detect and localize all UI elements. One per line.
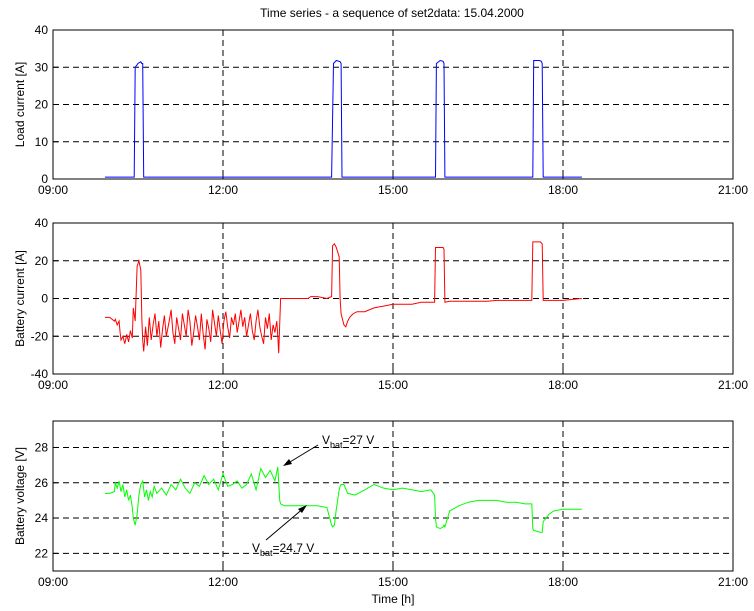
series-line-battery-current [104, 241, 582, 354]
annotation-27v-sub: bat [330, 440, 343, 450]
y-tick-label: 0 [41, 292, 48, 306]
y-ticks-battery-current: -40 -20 0 20 40 [31, 216, 58, 381]
panel-load-current: 0 10 20 30 40 09:00 12:00 15:00 18:00 21:00 Load… [13, 23, 748, 197]
x-tick-label: 12:00 [208, 378, 238, 392]
x-tick-label: 18:00 [548, 575, 578, 589]
y-tick-label: 30 [35, 60, 49, 74]
y-tick-label: -40 [31, 367, 49, 381]
series-load [104, 59, 582, 178]
x-tick-label: 09:00 [38, 575, 68, 589]
x-ticks-battery-current: 09:00 12:00 15:00 18:00 21:00 [38, 369, 748, 392]
panel-battery-voltage: 22 24 26 28 09:00 12:00 15:00 18:00 21:00 Batte… [13, 420, 748, 606]
y-tick-label: 26 [35, 476, 49, 490]
x-ticks-load: 09:00 12:00 15:00 18:00 21:00 [38, 174, 748, 197]
grid-battery-voltage [53, 421, 733, 571]
x-tick-label: 15:00 [378, 378, 408, 392]
y-tick-label: -20 [31, 329, 49, 343]
x-ticks-battery-voltage: 09:00 12:00 15:00 18:00 21:00 [38, 566, 748, 589]
x-tick-label: 21:00 [718, 575, 748, 589]
annotation-247v-sub: bat [260, 548, 273, 558]
x-tick-label: 21:00 [718, 183, 748, 197]
y-axis-label-battery-voltage: Battery voltage [V] [13, 447, 27, 545]
annotation-247v-value: =24.7 V [273, 541, 315, 555]
y-tick-label: 10 [35, 135, 49, 149]
annotation-arrowhead-247v [298, 505, 307, 513]
y-ticks-load: 0 10 20 30 40 [35, 23, 58, 186]
annotation-arrow-247v [265, 506, 306, 541]
x-tick-label: 12:00 [208, 575, 238, 589]
y-tick-label: 40 [35, 23, 49, 37]
x-axis-label: Time [h] [372, 592, 415, 606]
y-tick-label: 0 [41, 172, 48, 186]
annotation-27v: Vbat=27 V [322, 433, 374, 450]
x-tick-label: 15:00 [378, 183, 408, 197]
annotation-arrowhead-27v [283, 459, 292, 466]
y-axis-label-battery-current: Battery current [A] [13, 250, 27, 347]
series-line-battery-voltage [104, 466, 582, 533]
grid-load [53, 30, 733, 179]
y-tick-label: 20 [35, 254, 49, 268]
series-battery-voltage [104, 466, 582, 533]
annotation-27v-main: V [322, 433, 330, 447]
chart-title: Time series - a sequence of set2data: 15… [260, 6, 524, 20]
annotation-247v: Vbat=24.7 V [252, 541, 314, 558]
x-tick-label: 12:00 [208, 183, 238, 197]
y-axis-label-load: Load current [A] [13, 62, 27, 147]
y-tick-label: 22 [35, 546, 49, 560]
series-line-load [104, 59, 582, 178]
x-tick-label: 09:00 [38, 378, 68, 392]
series-battery-current [104, 241, 582, 354]
panel-battery-current: -40 -20 0 20 40 09:00 12:00 15:00 18:00 21:00 Ba… [13, 216, 748, 392]
x-tick-label: 18:00 [548, 378, 578, 392]
x-tick-label: 21:00 [718, 378, 748, 392]
annotation-247v-main: V [252, 541, 260, 555]
x-tick-label: 18:00 [548, 183, 578, 197]
x-tick-label: 09:00 [38, 183, 68, 197]
y-tick-label: 20 [35, 98, 49, 112]
y-tick-label: 24 [35, 511, 49, 525]
y-tick-label: 28 [35, 440, 49, 454]
y-tick-label: 40 [35, 216, 49, 230]
x-tick-label: 15:00 [378, 575, 408, 589]
y-ticks-battery-voltage: 22 24 26 28 [35, 440, 58, 560]
annotation-27v-value: =27 V [343, 433, 375, 447]
